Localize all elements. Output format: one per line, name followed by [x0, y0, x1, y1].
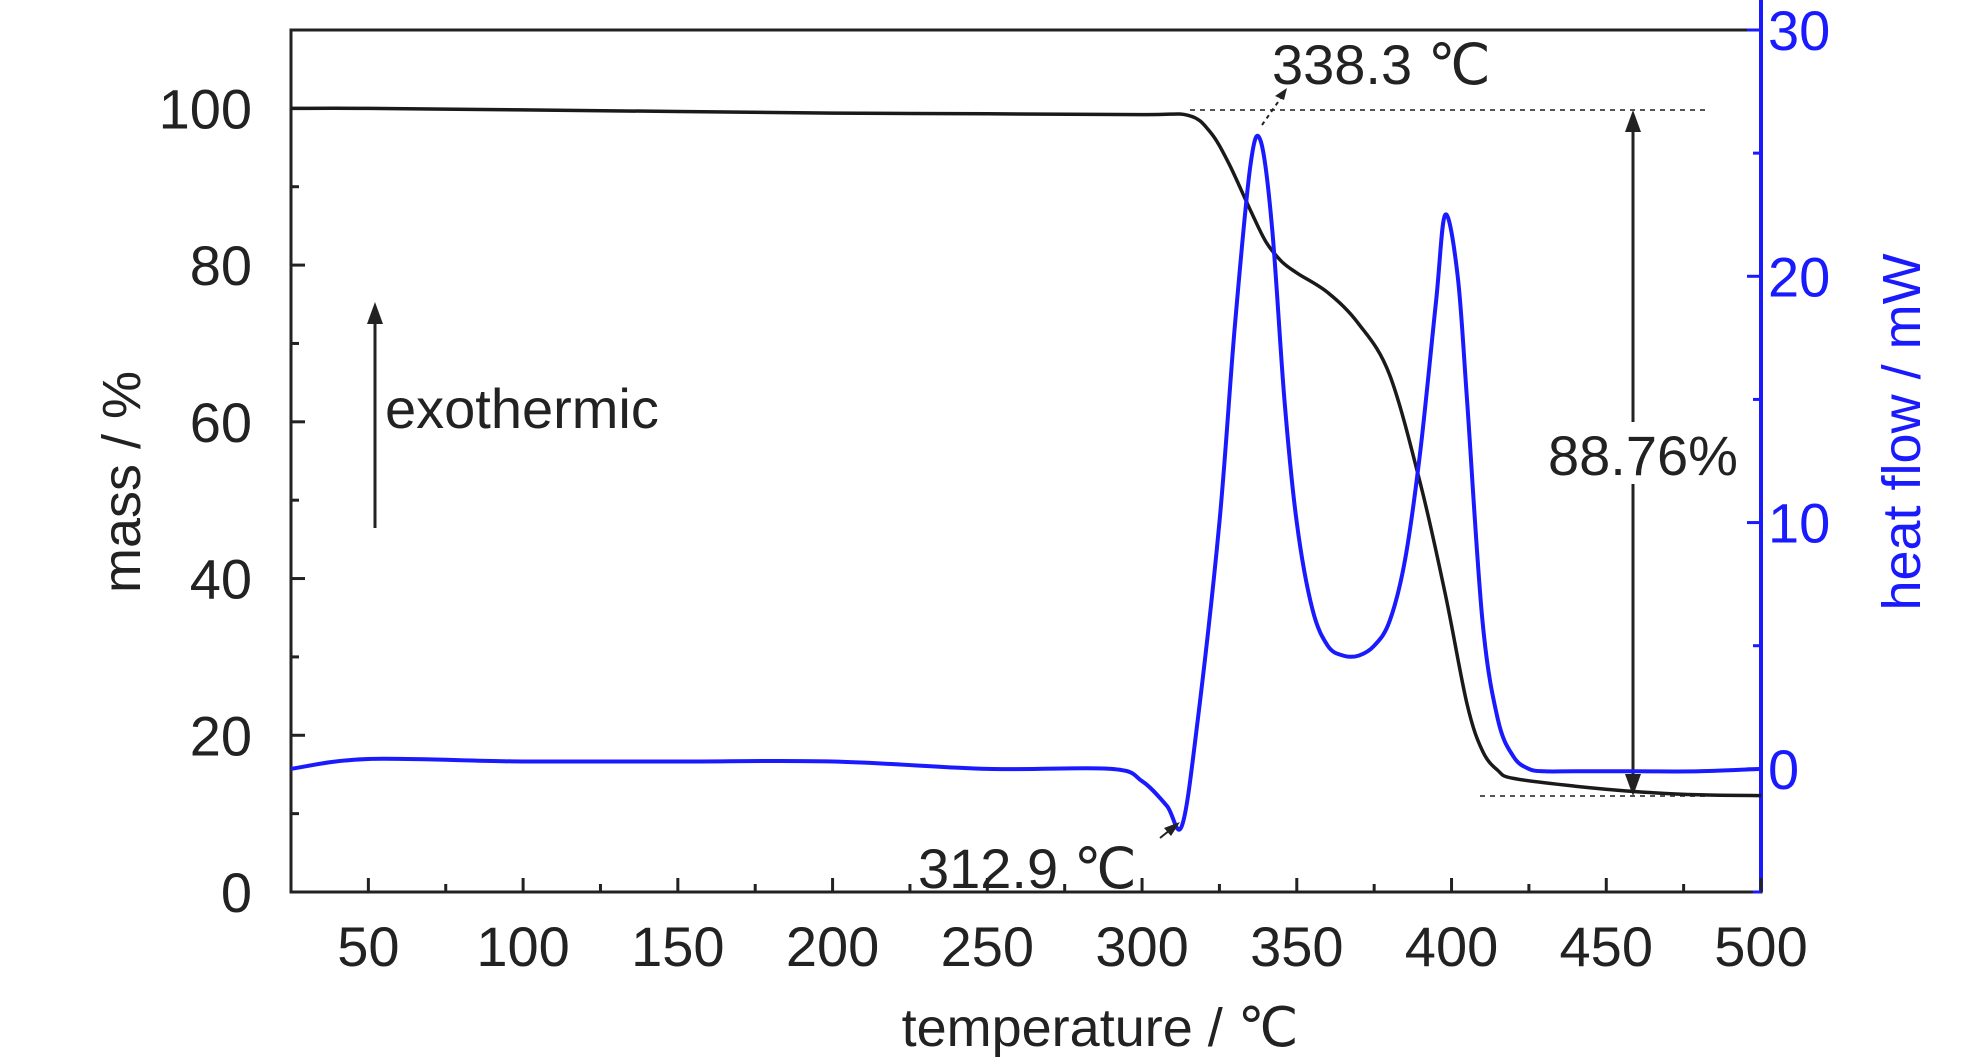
x-tick-label: 400	[1405, 915, 1498, 978]
x-tick-label: 500	[1714, 915, 1807, 978]
x-axis-title: temperature / ℃	[902, 998, 1299, 1058]
mass-loss-arrowhead-bottom	[1625, 774, 1641, 796]
y2-axis-title: heat flow / mW	[1872, 253, 1932, 610]
y-tick-label: 0	[221, 861, 252, 924]
x-tick-label: 100	[476, 915, 569, 978]
peak-338-label: 338.3 ℃	[1272, 33, 1491, 96]
y2-tick-label: 0	[1768, 738, 1799, 801]
y-tick-label: 20	[190, 704, 252, 767]
valley-312-label: 312.9 ℃	[918, 837, 1137, 900]
y2-tick-label: 30	[1768, 0, 1830, 62]
x-tick-label: 150	[631, 915, 724, 978]
y-tick-label: 40	[190, 548, 252, 611]
valley-312-arrowhead	[1164, 822, 1180, 836]
y-tick-label: 100	[159, 77, 252, 140]
y2-tick-label: 10	[1768, 492, 1830, 555]
y2-tick-label: 20	[1768, 245, 1830, 308]
y-tick-label: 60	[190, 391, 252, 454]
mass-loss-arrowhead-top	[1625, 110, 1641, 132]
heat-flow-series-line	[290, 134, 1762, 832]
mass-series-line	[290, 106, 1762, 798]
x-tick-label: 200	[786, 915, 879, 978]
y-axis-title: mass / %	[92, 371, 152, 593]
x-tick-label: 450	[1560, 915, 1653, 978]
y-tick-label: 80	[190, 234, 252, 297]
exothermic-label: exothermic	[385, 377, 659, 440]
x-tick-labels: 50 100 150 200 250 300 350 400 450 500	[337, 915, 1807, 978]
peak-338-arrowhead	[1275, 88, 1287, 100]
y-tick-labels: 0 20 40 60 80 100	[159, 77, 252, 924]
y2-tick-labels: 0 10 20 30	[1768, 0, 1830, 801]
exothermic-arrowhead	[367, 302, 383, 324]
x-tick-label: 250	[941, 915, 1034, 978]
x-tick-label: 350	[1250, 915, 1343, 978]
mass-loss-label: 88.76%	[1548, 424, 1738, 487]
x-tick-label: 300	[1095, 915, 1188, 978]
tick-marks	[289, 28, 1763, 894]
x-tick-label: 50	[337, 915, 399, 978]
